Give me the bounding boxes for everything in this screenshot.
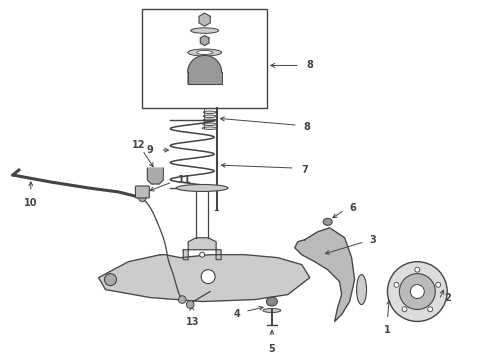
Polygon shape <box>98 255 310 302</box>
Text: 12: 12 <box>132 140 145 150</box>
Ellipse shape <box>176 184 228 192</box>
Circle shape <box>186 301 194 308</box>
Circle shape <box>200 252 205 257</box>
Circle shape <box>388 262 447 321</box>
Text: 4: 4 <box>233 310 240 319</box>
Ellipse shape <box>202 123 217 126</box>
Text: 1: 1 <box>384 325 391 336</box>
Text: 8: 8 <box>307 60 314 71</box>
Polygon shape <box>295 228 355 321</box>
Circle shape <box>402 307 407 312</box>
Ellipse shape <box>267 297 277 306</box>
FancyBboxPatch shape <box>135 186 149 198</box>
Circle shape <box>201 270 215 284</box>
Text: 2: 2 <box>444 293 451 302</box>
Text: 3: 3 <box>369 235 376 245</box>
Text: 8: 8 <box>304 122 311 132</box>
Ellipse shape <box>357 275 367 305</box>
Circle shape <box>139 194 146 202</box>
Polygon shape <box>199 13 210 26</box>
Bar <box>143 9 267 108</box>
Ellipse shape <box>196 50 213 54</box>
Ellipse shape <box>323 219 332 225</box>
Circle shape <box>436 282 441 287</box>
Ellipse shape <box>203 111 216 113</box>
Circle shape <box>410 285 424 298</box>
Circle shape <box>428 307 433 312</box>
Text: 13: 13 <box>185 318 199 328</box>
Ellipse shape <box>203 115 216 117</box>
Text: 5: 5 <box>269 345 275 354</box>
Ellipse shape <box>191 28 219 33</box>
Polygon shape <box>183 238 221 260</box>
Circle shape <box>399 274 435 310</box>
Circle shape <box>394 282 399 287</box>
Ellipse shape <box>188 49 221 56</box>
Polygon shape <box>188 55 221 84</box>
Circle shape <box>104 274 117 285</box>
Text: 6: 6 <box>349 203 356 213</box>
Circle shape <box>178 296 186 303</box>
Ellipse shape <box>263 309 281 312</box>
Text: 11: 11 <box>178 175 192 185</box>
Ellipse shape <box>202 127 217 130</box>
Text: 9: 9 <box>147 145 153 155</box>
Text: 7: 7 <box>302 165 309 175</box>
Polygon shape <box>147 168 163 184</box>
Text: 10: 10 <box>24 198 38 208</box>
Ellipse shape <box>203 119 217 121</box>
Circle shape <box>415 267 420 272</box>
Polygon shape <box>200 36 209 45</box>
